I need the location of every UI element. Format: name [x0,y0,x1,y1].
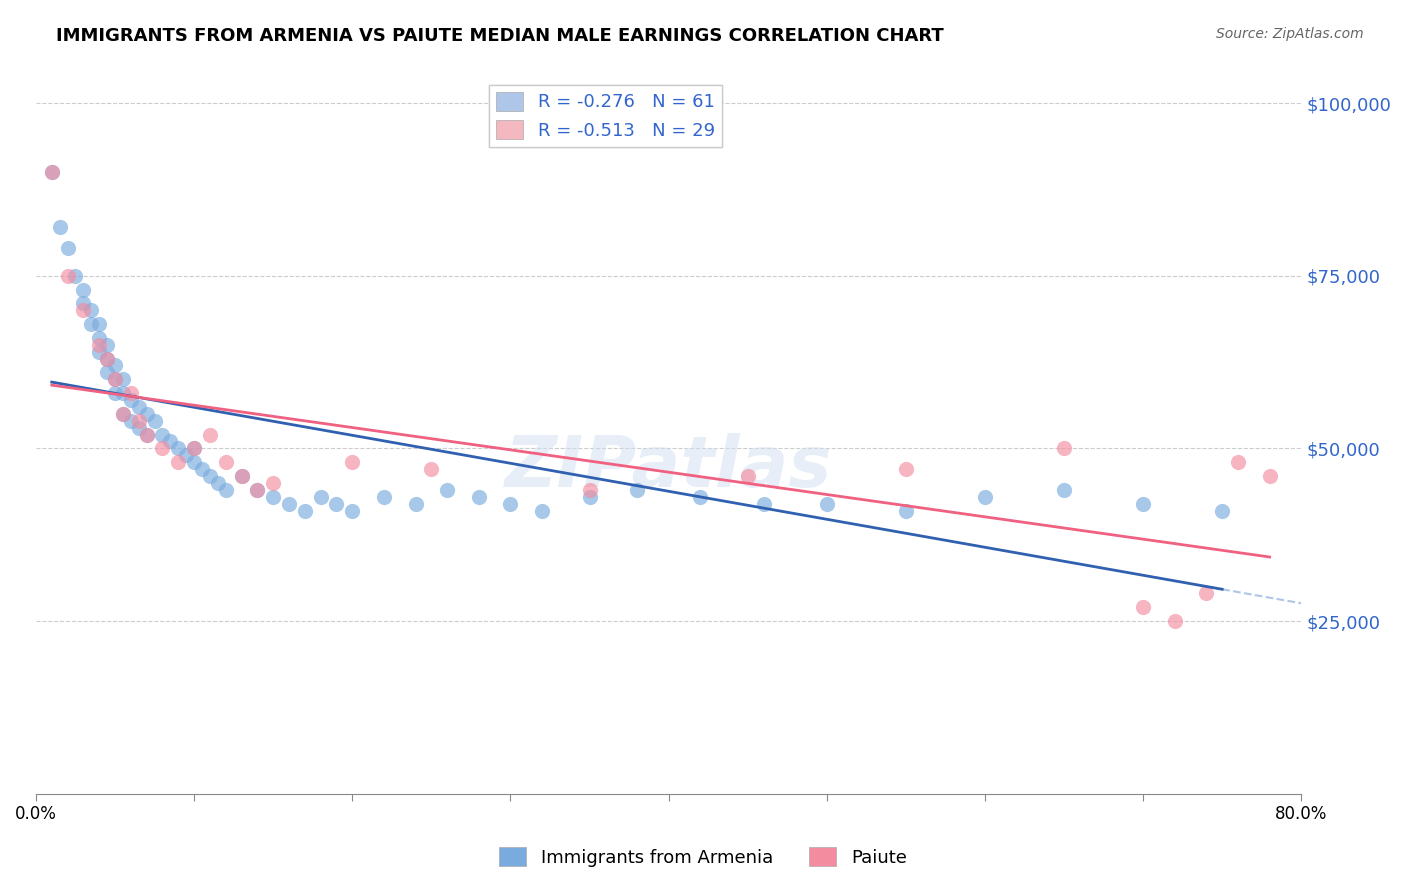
Point [1258,469,1281,483]
Point [65,268,87,283]
Point [215,483,238,497]
Point [294,503,316,517]
Point [342,503,364,517]
Point [96,351,118,366]
Point [191,462,214,476]
Point [246,483,269,497]
Point [167,442,190,456]
Point [215,455,238,469]
Point [373,490,395,504]
Point [405,497,427,511]
Point [246,483,269,497]
Legend: R = -0.276   N = 61, R = -0.513   N = 29: R = -0.276 N = 61, R = -0.513 N = 29 [489,85,721,147]
Point [96,365,118,379]
Point [1053,483,1076,497]
Point [41,165,63,179]
Point [1132,497,1154,511]
Point [135,407,157,421]
Point [128,400,150,414]
Point [152,427,174,442]
Point [207,475,229,490]
Point [111,407,134,421]
Point [80,317,103,331]
Point [135,427,157,442]
Point [96,351,118,366]
Point [104,372,127,386]
Point [135,427,157,442]
Point [689,490,711,504]
Point [325,497,347,511]
Point [1227,455,1250,469]
Point [578,490,600,504]
Point [737,469,759,483]
Point [111,372,134,386]
Point [89,338,111,352]
Point [894,462,917,476]
Point [752,497,775,511]
Point [56,268,79,283]
Point [72,303,94,318]
Point [183,442,205,456]
Point [111,386,134,401]
Point [231,469,253,483]
Point [278,497,301,511]
Point [48,220,70,235]
Point [626,483,648,497]
Point [174,448,197,462]
Point [468,490,491,504]
Point [80,303,103,318]
Text: IMMIGRANTS FROM ARMENIA VS PAIUTE MEDIAN MALE EARNINGS CORRELATION CHART: IMMIGRANTS FROM ARMENIA VS PAIUTE MEDIAN… [56,27,943,45]
Point [104,359,127,373]
Point [198,469,221,483]
Point [183,455,205,469]
Point [41,165,63,179]
Point [111,407,134,421]
Point [89,317,111,331]
Point [1164,614,1187,628]
Point [120,386,142,401]
Point [56,241,79,255]
Point [309,490,332,504]
Point [342,455,364,469]
Point [198,427,221,442]
Point [436,483,458,497]
Point [974,490,997,504]
Point [128,414,150,428]
Text: ZIPatlas: ZIPatlas [505,433,832,502]
Point [1211,503,1233,517]
Point [420,462,443,476]
Point [120,414,142,428]
Point [104,386,127,401]
Point [183,442,205,456]
Point [89,331,111,345]
Point [815,497,838,511]
Legend: Immigrants from Armenia, Paiute: Immigrants from Armenia, Paiute [492,840,914,874]
Point [72,283,94,297]
Point [894,503,917,517]
Text: Source: ZipAtlas.com: Source: ZipAtlas.com [1216,27,1364,41]
Point [1132,600,1154,615]
Point [152,442,174,456]
Point [143,414,166,428]
Point [72,296,94,310]
Point [104,372,127,386]
Point [120,392,142,407]
Point [159,434,181,449]
Point [1195,586,1218,600]
Point [262,490,284,504]
Point [578,483,600,497]
Point [499,497,522,511]
Point [167,455,190,469]
Point [231,469,253,483]
Point [1053,442,1076,456]
Point [262,475,284,490]
Point [128,420,150,434]
Point [531,503,554,517]
Point [96,338,118,352]
Point [89,344,111,359]
